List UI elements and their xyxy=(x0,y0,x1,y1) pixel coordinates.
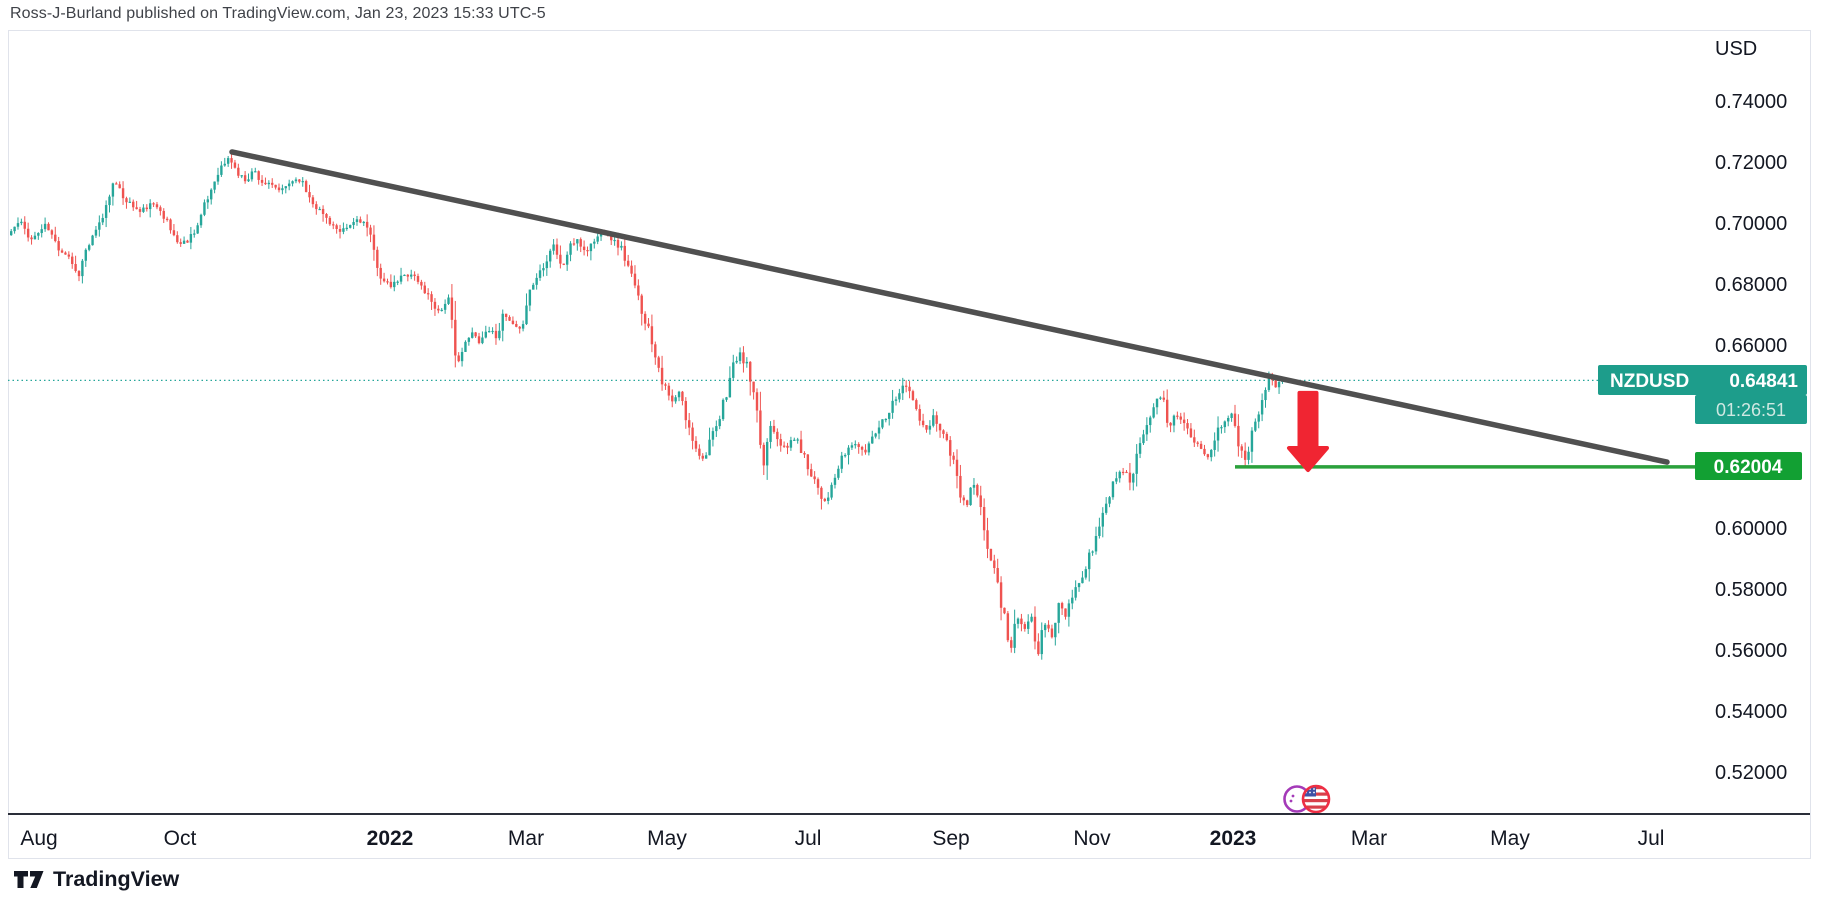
tradingview-logo-icon xyxy=(14,870,44,888)
time-axis-tick: Jul xyxy=(1638,827,1665,850)
attribution-text: Ross-J-Burland published on TradingView.… xyxy=(10,5,546,22)
price-axis-tick: 0.74000 xyxy=(1715,91,1787,113)
bar-countdown: 01:26:51 xyxy=(1716,400,1786,420)
last-price-label-bg xyxy=(1598,365,1807,395)
symbol-name: NZDUSD xyxy=(1610,371,1689,392)
tradingview-attribution[interactable]: TradingView xyxy=(14,867,179,892)
time-axis-tick: Sep xyxy=(932,827,969,850)
time-axis-tick: May xyxy=(647,827,687,850)
support-price-label: 0.62004 xyxy=(1695,452,1802,480)
price-axis-tick: 0.66000 xyxy=(1715,335,1787,357)
price-axis-tick: 0.70000 xyxy=(1715,213,1787,235)
time-axis-tick: Nov xyxy=(1073,827,1111,850)
time-axis-tick: Oct xyxy=(164,827,197,850)
price-axis-tick: 0.58000 xyxy=(1715,579,1787,601)
time-axis-tick: 2022 xyxy=(367,827,414,850)
price-axis-tick: 0.68000 xyxy=(1715,274,1787,296)
countdown-bg xyxy=(1695,395,1807,424)
time-axis-tick: May xyxy=(1490,827,1530,850)
time-axis-tick: Aug xyxy=(20,827,57,850)
tradingview-brand-text: TradingView xyxy=(53,867,180,891)
price-axis-tick: 0.54000 xyxy=(1715,701,1787,723)
price-axis-tick: 0.72000 xyxy=(1715,152,1787,174)
time-axis-tick: Jul xyxy=(795,827,822,850)
last-price-value: 0.64841 xyxy=(1729,371,1798,392)
time-axis[interactable]: Aug Oct 2022 Mar May Jul Sep Nov 2023 Mar May Jul xyxy=(20,827,1664,850)
price-axis[interactable]: USD 0.74000 0.72000 0.70000 0.68000 0.66000 0… xyxy=(1715,38,1787,784)
support-price-value: 0.62004 xyxy=(1714,457,1783,478)
chart-frame xyxy=(8,30,1811,859)
price-axis-currency-title: USD xyxy=(1715,38,1757,60)
down-arrow-annotation xyxy=(1287,390,1329,473)
pair-flags-icon xyxy=(1283,784,1331,814)
last-price-label: NZDUSD 0.64841 01:26:51 xyxy=(1598,365,1807,424)
time-axis-tick: Mar xyxy=(1351,827,1387,850)
price-axis-tick: 0.52000 xyxy=(1715,762,1787,784)
time-axis-tick: 2023 xyxy=(1210,827,1257,850)
trendline-annotation xyxy=(229,149,1670,465)
candlestick-series[interactable] xyxy=(10,153,1284,660)
support-price-label-bg xyxy=(1695,452,1802,480)
price-axis-tick: 0.60000 xyxy=(1715,518,1787,540)
price-axis-tick: 0.56000 xyxy=(1715,640,1787,662)
time-axis-tick: Mar xyxy=(508,827,544,850)
